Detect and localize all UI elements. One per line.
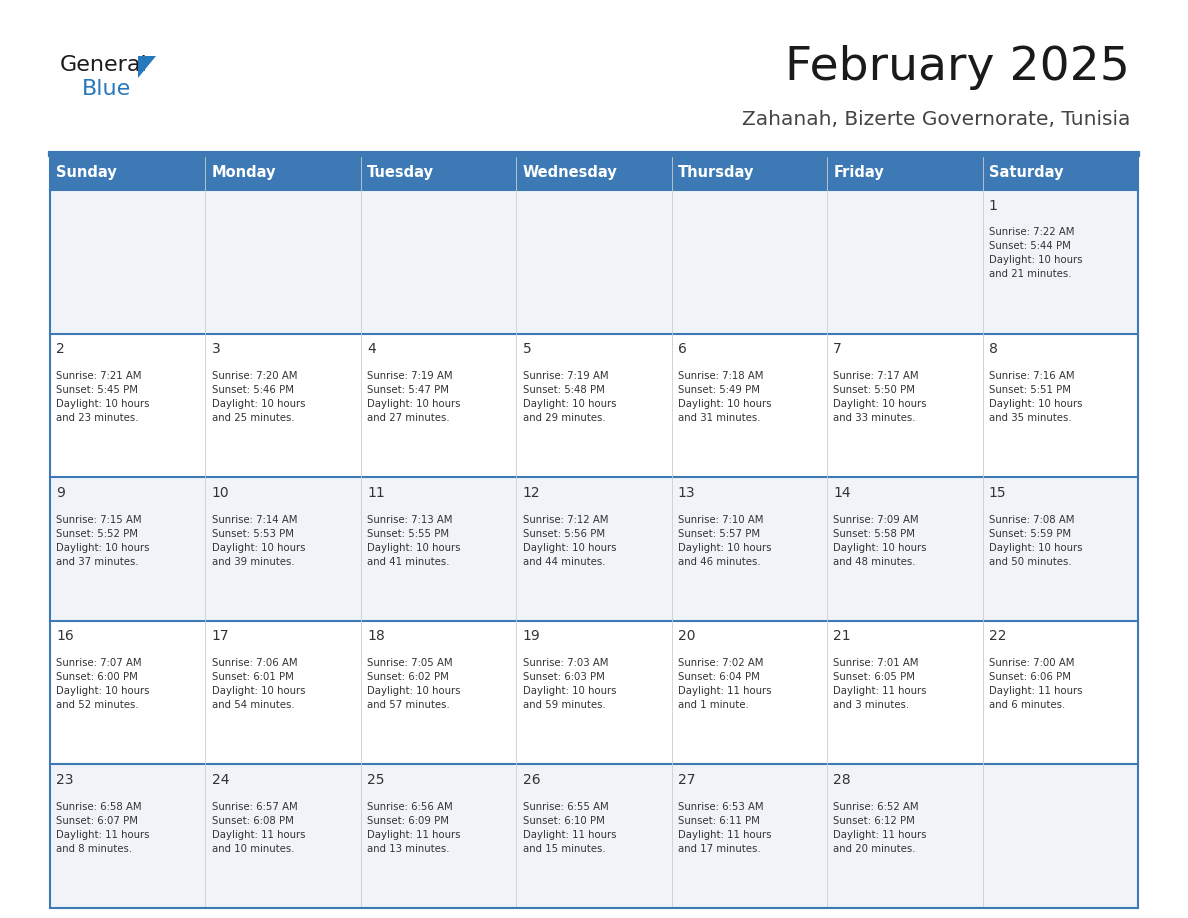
Bar: [50, 190, 1138, 333]
Bar: [50, 621, 1138, 765]
Text: Sunrise: 7:17 AM
Sunset: 5:50 PM
Daylight: 10 hours
and 33 minutes.: Sunrise: 7:17 AM Sunset: 5:50 PM Dayligh…: [833, 371, 927, 423]
Text: 18: 18: [367, 630, 385, 644]
Text: Sunrise: 7:05 AM
Sunset: 6:02 PM
Daylight: 10 hours
and 57 minutes.: Sunrise: 7:05 AM Sunset: 6:02 PM Dayligh…: [367, 658, 461, 711]
Text: Sunrise: 6:55 AM
Sunset: 6:10 PM
Daylight: 11 hours
and 15 minutes.: Sunrise: 6:55 AM Sunset: 6:10 PM Dayligh…: [523, 801, 617, 854]
Text: 6: 6: [678, 342, 687, 356]
Text: 20: 20: [678, 630, 695, 644]
Text: Sunrise: 7:21 AM
Sunset: 5:45 PM
Daylight: 10 hours
and 23 minutes.: Sunrise: 7:21 AM Sunset: 5:45 PM Dayligh…: [56, 371, 150, 423]
Text: Sunday: Sunday: [56, 165, 116, 180]
Text: Sunrise: 7:18 AM
Sunset: 5:49 PM
Daylight: 10 hours
and 31 minutes.: Sunrise: 7:18 AM Sunset: 5:49 PM Dayligh…: [678, 371, 771, 423]
Text: Sunrise: 7:03 AM
Sunset: 6:03 PM
Daylight: 10 hours
and 59 minutes.: Sunrise: 7:03 AM Sunset: 6:03 PM Dayligh…: [523, 658, 617, 711]
Text: Sunrise: 7:13 AM
Sunset: 5:55 PM
Daylight: 10 hours
and 41 minutes.: Sunrise: 7:13 AM Sunset: 5:55 PM Dayligh…: [367, 514, 461, 566]
Text: 15: 15: [988, 486, 1006, 499]
Text: Tuesday: Tuesday: [367, 165, 434, 180]
Text: 24: 24: [211, 773, 229, 787]
Text: 4: 4: [367, 342, 375, 356]
Text: 11: 11: [367, 486, 385, 499]
Text: Sunrise: 7:16 AM
Sunset: 5:51 PM
Daylight: 10 hours
and 35 minutes.: Sunrise: 7:16 AM Sunset: 5:51 PM Dayligh…: [988, 371, 1082, 423]
Text: Sunrise: 7:20 AM
Sunset: 5:46 PM
Daylight: 10 hours
and 25 minutes.: Sunrise: 7:20 AM Sunset: 5:46 PM Dayligh…: [211, 371, 305, 423]
Text: Sunrise: 7:09 AM
Sunset: 5:58 PM
Daylight: 10 hours
and 48 minutes.: Sunrise: 7:09 AM Sunset: 5:58 PM Dayligh…: [833, 514, 927, 566]
Text: 16: 16: [56, 630, 74, 644]
Polygon shape: [138, 56, 156, 78]
Text: 9: 9: [56, 486, 65, 499]
Text: Sunrise: 7:07 AM
Sunset: 6:00 PM
Daylight: 10 hours
and 52 minutes.: Sunrise: 7:07 AM Sunset: 6:00 PM Dayligh…: [56, 658, 150, 711]
Text: Sunrise: 6:53 AM
Sunset: 6:11 PM
Daylight: 11 hours
and 17 minutes.: Sunrise: 6:53 AM Sunset: 6:11 PM Dayligh…: [678, 801, 771, 854]
Bar: [50, 333, 1138, 477]
Text: Wednesday: Wednesday: [523, 165, 618, 180]
Text: Sunrise: 7:02 AM
Sunset: 6:04 PM
Daylight: 11 hours
and 1 minute.: Sunrise: 7:02 AM Sunset: 6:04 PM Dayligh…: [678, 658, 771, 711]
Text: Sunrise: 7:22 AM
Sunset: 5:44 PM
Daylight: 10 hours
and 21 minutes.: Sunrise: 7:22 AM Sunset: 5:44 PM Dayligh…: [988, 228, 1082, 279]
Text: Sunrise: 6:52 AM
Sunset: 6:12 PM
Daylight: 11 hours
and 20 minutes.: Sunrise: 6:52 AM Sunset: 6:12 PM Dayligh…: [833, 801, 927, 854]
Text: Sunrise: 7:12 AM
Sunset: 5:56 PM
Daylight: 10 hours
and 44 minutes.: Sunrise: 7:12 AM Sunset: 5:56 PM Dayligh…: [523, 514, 617, 566]
Text: Zahanah, Bizerte Governorate, Tunisia: Zahanah, Bizerte Governorate, Tunisia: [741, 110, 1130, 129]
Text: General: General: [61, 55, 147, 75]
Text: Sunrise: 7:00 AM
Sunset: 6:06 PM
Daylight: 11 hours
and 6 minutes.: Sunrise: 7:00 AM Sunset: 6:06 PM Dayligh…: [988, 658, 1082, 711]
Text: 23: 23: [56, 773, 74, 787]
Text: Sunrise: 7:06 AM
Sunset: 6:01 PM
Daylight: 10 hours
and 54 minutes.: Sunrise: 7:06 AM Sunset: 6:01 PM Dayligh…: [211, 658, 305, 711]
Text: 8: 8: [988, 342, 998, 356]
Text: Sunrise: 7:01 AM
Sunset: 6:05 PM
Daylight: 11 hours
and 3 minutes.: Sunrise: 7:01 AM Sunset: 6:05 PM Dayligh…: [833, 658, 927, 711]
Text: Sunrise: 7:19 AM
Sunset: 5:47 PM
Daylight: 10 hours
and 27 minutes.: Sunrise: 7:19 AM Sunset: 5:47 PM Dayligh…: [367, 371, 461, 423]
Text: 22: 22: [988, 630, 1006, 644]
Text: Sunrise: 6:58 AM
Sunset: 6:07 PM
Daylight: 11 hours
and 8 minutes.: Sunrise: 6:58 AM Sunset: 6:07 PM Dayligh…: [56, 801, 150, 854]
Text: 21: 21: [833, 630, 851, 644]
Text: Monday: Monday: [211, 165, 276, 180]
Text: 19: 19: [523, 630, 541, 644]
Text: 12: 12: [523, 486, 541, 499]
Text: Sunrise: 7:19 AM
Sunset: 5:48 PM
Daylight: 10 hours
and 29 minutes.: Sunrise: 7:19 AM Sunset: 5:48 PM Dayligh…: [523, 371, 617, 423]
Text: 3: 3: [211, 342, 221, 356]
Bar: [50, 477, 1138, 621]
Text: February 2025: February 2025: [785, 45, 1130, 90]
Text: Blue: Blue: [82, 79, 131, 99]
Text: 14: 14: [833, 486, 851, 499]
Text: Sunrise: 7:14 AM
Sunset: 5:53 PM
Daylight: 10 hours
and 39 minutes.: Sunrise: 7:14 AM Sunset: 5:53 PM Dayligh…: [211, 514, 305, 566]
Text: Friday: Friday: [833, 165, 884, 180]
Text: 10: 10: [211, 486, 229, 499]
Text: 17: 17: [211, 630, 229, 644]
Text: Sunrise: 7:10 AM
Sunset: 5:57 PM
Daylight: 10 hours
and 46 minutes.: Sunrise: 7:10 AM Sunset: 5:57 PM Dayligh…: [678, 514, 771, 566]
Text: 26: 26: [523, 773, 541, 787]
Text: 5: 5: [523, 342, 531, 356]
Text: 25: 25: [367, 773, 385, 787]
Bar: [50, 155, 1138, 190]
Text: 28: 28: [833, 773, 851, 787]
Text: Sunrise: 6:56 AM
Sunset: 6:09 PM
Daylight: 11 hours
and 13 minutes.: Sunrise: 6:56 AM Sunset: 6:09 PM Dayligh…: [367, 801, 461, 854]
Text: 7: 7: [833, 342, 842, 356]
Text: Saturday: Saturday: [988, 165, 1063, 180]
Text: Sunrise: 7:15 AM
Sunset: 5:52 PM
Daylight: 10 hours
and 37 minutes.: Sunrise: 7:15 AM Sunset: 5:52 PM Dayligh…: [56, 514, 150, 566]
Text: 13: 13: [678, 486, 695, 499]
Text: 1: 1: [988, 198, 998, 213]
Bar: [50, 765, 1138, 908]
Text: Thursday: Thursday: [678, 165, 754, 180]
Text: Sunrise: 6:57 AM
Sunset: 6:08 PM
Daylight: 11 hours
and 10 minutes.: Sunrise: 6:57 AM Sunset: 6:08 PM Dayligh…: [211, 801, 305, 854]
Text: Sunrise: 7:08 AM
Sunset: 5:59 PM
Daylight: 10 hours
and 50 minutes.: Sunrise: 7:08 AM Sunset: 5:59 PM Dayligh…: [988, 514, 1082, 566]
Text: 27: 27: [678, 773, 695, 787]
Text: 2: 2: [56, 342, 65, 356]
